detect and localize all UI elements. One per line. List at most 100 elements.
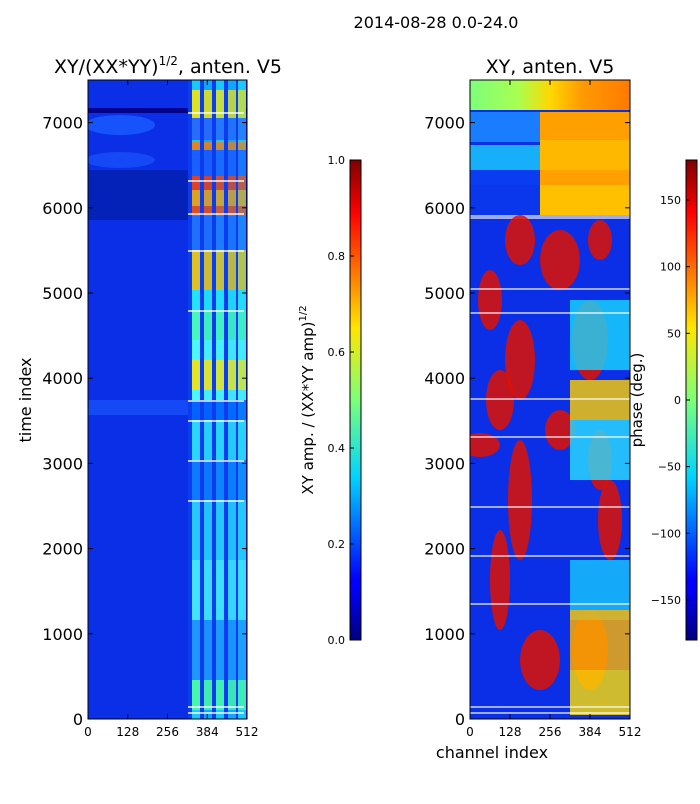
heat-cell (238, 460, 246, 500)
left-panel: XY/(XX*YY)1/2, anten. V5 0 128 256 384 512 0 1… (16, 54, 282, 739)
heat-cell (216, 680, 224, 710)
y-tick-label: 2000 (42, 540, 83, 559)
heat-cell (216, 206, 224, 216)
heat-cell (192, 250, 200, 290)
heat-blob (478, 270, 502, 330)
y-tick-label: 4000 (42, 369, 83, 388)
left-colorbar: 0.0 0.2 0.4 0.6 0.8 1.0 XY amp. / (XX*YY amp)… (298, 154, 362, 647)
heat-cell (228, 206, 236, 216)
heat-cell (228, 400, 236, 420)
y-tick-label: 5000 (424, 284, 465, 303)
colorbar-tick-label: 0.8 (328, 250, 346, 263)
heat-cell (192, 216, 200, 250)
heat-blob (470, 433, 500, 457)
heat-cell (470, 215, 630, 219)
heat-cell (238, 118, 246, 140)
heat-cell (204, 680, 212, 710)
heat-cell (238, 176, 246, 190)
heat-line (188, 310, 244, 312)
heat-cell (238, 90, 246, 118)
heat-cell (216, 420, 224, 460)
heat-cell (204, 400, 212, 420)
heat-line (188, 112, 244, 114)
heat-cell (216, 500, 224, 560)
heat-cell (192, 118, 200, 140)
heat-cell (216, 150, 224, 176)
heat-cell (204, 216, 212, 250)
heat-cell (192, 560, 200, 620)
heat-cell (228, 176, 236, 190)
heat-cell (570, 670, 630, 715)
left-ylabel: time index (16, 357, 35, 442)
heat-cell (216, 360, 224, 390)
heat-cell (238, 400, 246, 420)
heat-blob (545, 410, 575, 450)
heat-cell (228, 118, 236, 140)
x-tick-label: 384 (196, 725, 219, 739)
heat-cell (192, 460, 200, 500)
y-tick-label: 6000 (424, 199, 465, 218)
colorbar-tick-label: 50 (667, 327, 681, 340)
y-tick-label: 4000 (424, 369, 465, 388)
y-tick-label: 2000 (424, 540, 465, 559)
heat-cell (228, 680, 236, 710)
heat-cell (192, 680, 200, 710)
x-tick-label: 0 (84, 725, 92, 739)
heat-line (188, 706, 244, 708)
heat-cell (192, 190, 200, 206)
heat-cell (204, 90, 212, 118)
left-heatmap (88, 80, 247, 719)
heat-cell (238, 250, 246, 290)
heat-line (188, 460, 244, 462)
heat-cell (204, 500, 212, 560)
heat-cell (192, 500, 200, 560)
heat-line (188, 712, 244, 714)
right-axis-ticks: 0 128 256 384 512 0 1000 2000 3000 4000 5000 6000 70… (424, 80, 641, 739)
heat-cell (570, 420, 630, 480)
left-axis-ticks: 0 128 256 384 512 0 1000 2000 3000 4000 5000 6000 70… (42, 80, 258, 739)
y-tick-label: 3000 (42, 454, 83, 473)
heat-line (188, 250, 244, 252)
heat-cell (192, 290, 200, 310)
heat-cell (228, 190, 236, 206)
heat-cell (228, 360, 236, 390)
y-tick-label: 5000 (42, 284, 83, 303)
heat-cell (216, 190, 224, 206)
heat-cell (238, 190, 246, 206)
heat-line (188, 400, 244, 402)
heat-cell (228, 560, 236, 620)
heat-cell (238, 420, 246, 460)
heat-line (188, 420, 244, 422)
heat-blob (540, 230, 580, 290)
heat-cell (470, 170, 540, 185)
heat-cell (228, 90, 236, 118)
heat-cell (216, 620, 224, 680)
heat-cell (238, 560, 246, 620)
heat-blob (505, 215, 535, 265)
colorbar-tick-label: −100 (651, 527, 681, 540)
heat-cell (570, 610, 630, 670)
heat-cell (238, 360, 246, 390)
left-colorbar-label: XY amp. / (XX*YY amp)1/2 (298, 305, 317, 494)
y-tick-label: 7000 (42, 114, 83, 133)
heat-cell (204, 420, 212, 460)
heat-cell (216, 90, 224, 118)
y-tick-label: 1000 (42, 625, 83, 644)
heat-cell (204, 190, 212, 206)
colorbar-tick-label: 100 (660, 261, 681, 274)
heat-cell (470, 112, 540, 142)
heat-blob (598, 480, 622, 560)
heat-cell (540, 185, 630, 215)
x-tick-label: 0 (466, 725, 474, 739)
heat-cell (470, 555, 630, 557)
heat-cell (204, 176, 212, 190)
right-panel: XY, anten. V5 0 128 256 384 512 0 1000 2000 3000… (424, 56, 641, 762)
heat-cell (216, 176, 224, 190)
colorbar-tick-label: 0.6 (328, 346, 346, 359)
y-tick-label: 1000 (424, 625, 465, 644)
heat-blob (505, 320, 535, 400)
heat-cell (470, 506, 630, 508)
heat-cell (204, 560, 212, 620)
colorbar-tick-label: 0 (674, 394, 681, 407)
heat-cell (228, 460, 236, 500)
